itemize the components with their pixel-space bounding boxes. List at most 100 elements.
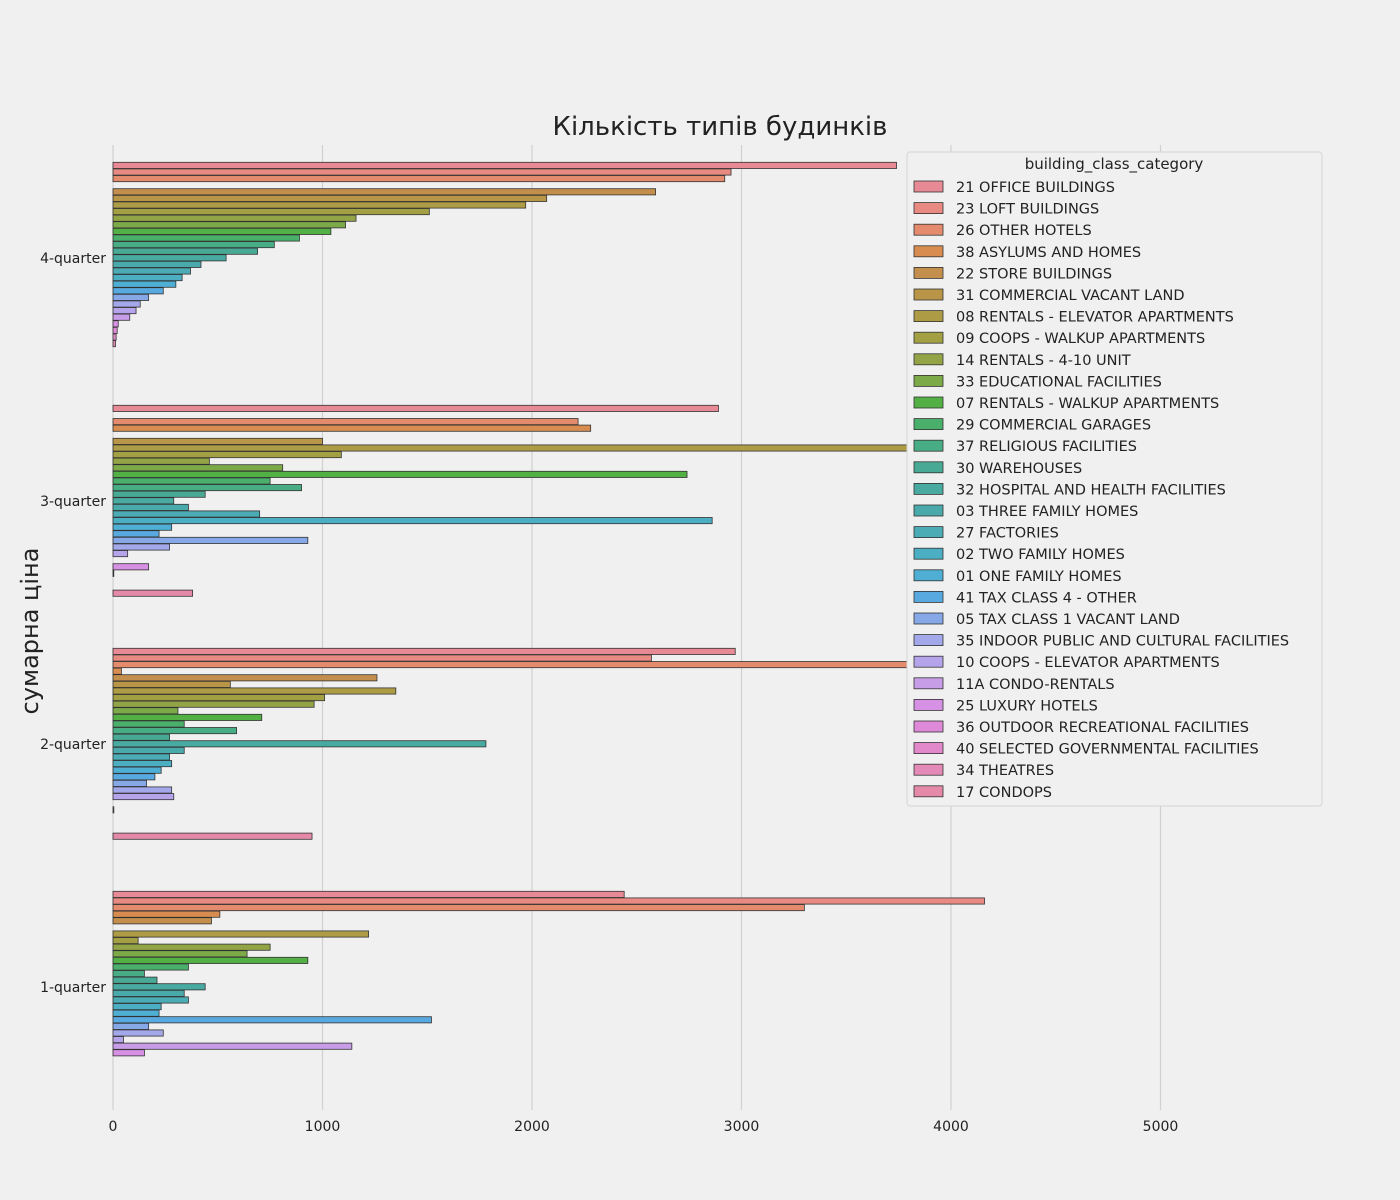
legend-swatch [913, 677, 944, 690]
legend-label: 05 TAX CLASS 1 VACANT LAND [956, 612, 1180, 628]
legend-swatch [913, 439, 944, 452]
bar [112, 234, 300, 242]
bar [112, 194, 548, 202]
y-tick-labels: 4-quarter 3-quarter 2-quarter 1-quarter [40, 251, 106, 996]
bar [112, 530, 160, 538]
legend-frame [906, 151, 1323, 807]
legend-swatch [913, 569, 944, 582]
legend-swatch [913, 288, 944, 301]
legend-swatch [913, 763, 944, 776]
bar [112, 786, 173, 794]
bar [112, 1049, 145, 1057]
bar [112, 727, 237, 735]
bar [112, 1016, 432, 1024]
bar [112, 976, 158, 984]
legend-label: 23 LOFT BUILDINGS [956, 202, 1099, 218]
legend-swatch [913, 482, 944, 495]
legend-label: 25 LUXURY HOTELS [956, 698, 1098, 714]
bar [112, 793, 175, 801]
bar [112, 713, 263, 721]
legend-swatch [913, 699, 944, 711]
bar [112, 510, 261, 518]
legend-label: 33 EDUCATIONAL FACILITIES [956, 374, 1162, 390]
bar [112, 667, 122, 675]
bar [112, 484, 302, 492]
bar [112, 753, 170, 761]
bar [112, 221, 346, 229]
bar [112, 917, 212, 925]
bar [112, 680, 231, 688]
bar [112, 287, 164, 295]
legend-swatch [913, 180, 944, 193]
legend-label: 09 COOPS - WALKUP APARTMENTS [956, 331, 1205, 347]
y-tick-label: 1-quarter [40, 980, 106, 996]
bar [112, 970, 145, 978]
legend-items: 21 OFFICE BUILDINGS 23 LOFT BUILDINGS 26 O… [913, 180, 1289, 801]
x-tick-label: 2000 [514, 1119, 550, 1135]
bar [112, 464, 284, 472]
legend-label: 27 FACTORIES [956, 526, 1059, 542]
bar [112, 424, 592, 432]
bar [112, 293, 150, 301]
legend-label: 10 COOPS - ELEVATOR APARTMENTS [956, 655, 1220, 671]
bar [112, 517, 713, 525]
legend-swatch [913, 310, 944, 323]
bar [112, 536, 309, 544]
bar [112, 950, 248, 958]
legend-title: building_class_category [1025, 155, 1204, 174]
legend-label: 11A CONDO-RENTALS [956, 677, 1115, 693]
legend-swatch [913, 547, 944, 560]
legend-label: 41 TAX CLASS 4 - OTHER [956, 590, 1137, 606]
bar [112, 746, 185, 754]
bar [112, 1003, 162, 1011]
legend-swatch [913, 353, 944, 366]
bar [112, 654, 652, 662]
legend-swatch [913, 742, 944, 754]
bar [112, 989, 185, 997]
chart-title: Кількість типів будинків [553, 112, 888, 142]
bar [112, 247, 258, 255]
bar [112, 451, 342, 459]
legend-swatch [913, 720, 944, 733]
bar [112, 260, 202, 268]
legend-label: 03 THREE FAMILY HOMES [956, 504, 1138, 520]
x-tick-label: 4000 [933, 1119, 969, 1135]
legend-swatch [913, 526, 944, 538]
bar [112, 326, 118, 334]
bar [112, 956, 309, 964]
bar [112, 937, 139, 945]
bar [112, 490, 206, 498]
y-tick-label: 4-quarter [40, 251, 106, 267]
legend-swatch [913, 461, 944, 474]
legend-label: 38 ASYLUMS AND HOMES [956, 245, 1141, 261]
bar [112, 779, 147, 787]
x-tick-label: 5000 [1143, 1119, 1179, 1135]
bar [112, 457, 210, 465]
bar [112, 188, 657, 196]
bar [112, 320, 119, 328]
legend-label: 02 TWO FAMILY HOMES [956, 547, 1125, 563]
legend-label: 26 OTHER HOTELS [956, 223, 1092, 239]
bar [112, 300, 141, 308]
bar [112, 333, 117, 341]
bar [112, 543, 170, 551]
legend-swatch [913, 634, 944, 646]
bar [112, 280, 177, 288]
legend-swatch [913, 396, 944, 409]
legend-label: 35 INDOOR PUBLIC AND CULTURAL FACILITIES [956, 634, 1289, 650]
bar [112, 1029, 164, 1037]
y-axis-label: сумарна ціна [16, 548, 44, 715]
bar [112, 569, 115, 577]
legend-swatch [913, 418, 944, 431]
legend-label: 34 THEATRES [956, 763, 1054, 779]
bar [112, 720, 185, 728]
bar [112, 1036, 124, 1044]
legend-label: 14 RENTALS - 4-10 UNIT [956, 353, 1131, 369]
bar [112, 307, 137, 315]
legend-swatch [913, 245, 944, 258]
bar [112, 766, 162, 774]
legend-label: 31 COMMERCIAL VACANT LAND [956, 288, 1185, 304]
legend-swatch [913, 223, 944, 236]
bar [112, 760, 173, 768]
